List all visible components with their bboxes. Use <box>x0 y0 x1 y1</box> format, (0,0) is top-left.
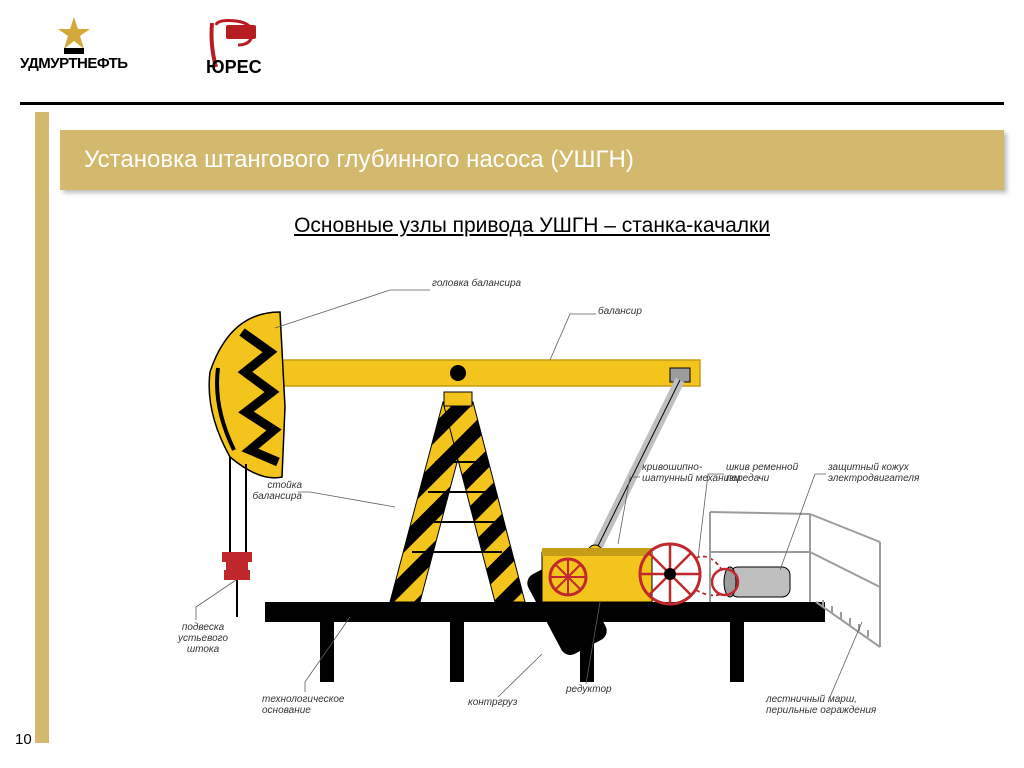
label-horse-head: головка балансира <box>432 278 521 289</box>
label-samson-post: стойка балансира <box>246 480 302 502</box>
label-sheave: шкив ременной передачи <box>726 462 816 484</box>
header-rule <box>20 102 1004 105</box>
slide-header: УДМУРТНЕФТЬ ЮРЕС <box>0 0 1024 87</box>
pumpjack-diagram: головка балансира балансир стойка баланс… <box>150 252 930 722</box>
label-base: технологическое основание <box>262 694 357 716</box>
label-gearbox: редуктор <box>566 684 612 695</box>
label-motor: защитный кожух электродвигателя <box>828 462 928 484</box>
logo-udmurtneft: УДМУРТНЕФТЬ <box>20 15 128 72</box>
label-walking-beam: балансир <box>598 306 642 317</box>
label-counterweight: контргруз <box>468 697 517 708</box>
page-number: 10 <box>15 731 32 748</box>
slide-subtitle: Основные узлы привода УШГН – станка-кача… <box>60 214 1004 238</box>
rosneft-icon <box>54 15 94 55</box>
logo-sinopec: ЮРЕС <box>188 15 284 79</box>
side-accent-bar <box>35 112 49 743</box>
label-polished-rod: подвеска устьевого штока <box>168 622 238 655</box>
svg-text:ЮРЕС: ЮРЕС <box>206 57 262 77</box>
slide-main: Установка штангового глубинного насоса (… <box>60 112 1004 748</box>
label-stairs: лестничный марш, перильные ограждения <box>766 694 906 716</box>
company-name: УДМУРТНЕФТЬ <box>20 55 128 72</box>
slide-title: Установка штангового глубинного насоса (… <box>60 130 1004 190</box>
